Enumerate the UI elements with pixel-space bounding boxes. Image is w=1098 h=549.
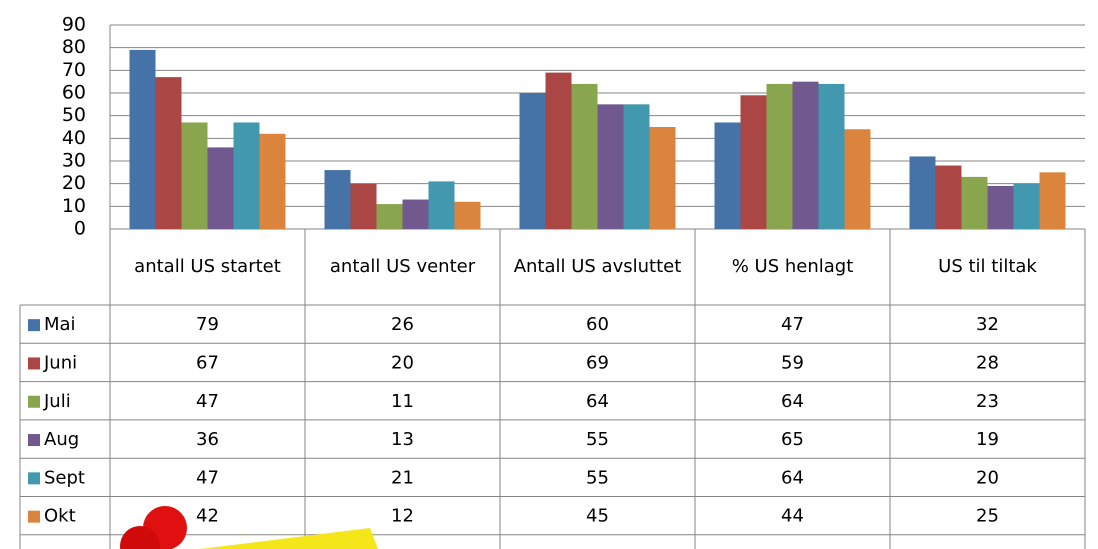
x-tick-label: antall US venter xyxy=(309,229,496,305)
table-value: 64 xyxy=(781,391,804,412)
table-value: 13 xyxy=(391,429,414,450)
bar xyxy=(715,122,741,229)
bar xyxy=(455,202,481,229)
table-value: 11 xyxy=(391,391,414,412)
table-value: 47 xyxy=(196,467,219,488)
bar xyxy=(260,134,286,229)
table-value: 55 xyxy=(586,429,609,450)
category-cell: antall US startet xyxy=(114,229,301,305)
table-value: 19 xyxy=(976,429,999,450)
table-value: 26 xyxy=(391,314,414,335)
bar xyxy=(962,177,988,229)
bar xyxy=(910,156,936,229)
table-value: 20 xyxy=(976,467,999,488)
bar xyxy=(1014,184,1040,229)
table-value: 21 xyxy=(391,467,414,488)
table-value: 42 xyxy=(196,506,219,527)
y-tick-label: 40 xyxy=(62,127,86,149)
table-value: 69 xyxy=(586,352,609,373)
table-value: 67 xyxy=(196,352,219,373)
legend-label: Juli xyxy=(43,391,71,412)
bar xyxy=(1040,172,1066,229)
legend-key xyxy=(28,319,40,331)
bar xyxy=(819,84,845,229)
x-tick-label: antall US startet xyxy=(114,229,301,305)
bar xyxy=(988,186,1014,229)
bar xyxy=(741,95,767,229)
bar xyxy=(845,129,871,229)
table-value: 65 xyxy=(781,429,804,450)
bar xyxy=(429,181,455,229)
bar xyxy=(182,122,208,229)
y-tick-label: 0 xyxy=(74,218,86,240)
y-tick-label: 10 xyxy=(62,195,86,217)
bar xyxy=(234,122,260,229)
table-value: 60 xyxy=(586,314,609,335)
bar xyxy=(403,200,429,229)
y-tick-label: 20 xyxy=(62,172,86,194)
table-value: 45 xyxy=(586,506,609,527)
table-value: 47 xyxy=(781,314,804,335)
y-tick-label: 80 xyxy=(62,36,86,58)
bar xyxy=(793,82,819,229)
bar xyxy=(156,77,182,229)
table-value: 12 xyxy=(391,506,414,527)
bar xyxy=(650,127,676,229)
table-value: 55 xyxy=(586,467,609,488)
table-value: 25 xyxy=(976,506,999,527)
table-value: 36 xyxy=(196,429,219,450)
y-tick-label: 70 xyxy=(62,59,86,81)
bar xyxy=(767,84,793,229)
bar xyxy=(624,104,650,229)
bar xyxy=(208,147,234,229)
table-value: 32 xyxy=(976,314,999,335)
y-tick-label: 60 xyxy=(62,82,86,104)
chart: 0102030405060708090antall US startetanta… xyxy=(0,0,1098,549)
x-tick-label: US til tiltak xyxy=(894,229,1081,305)
legend-key xyxy=(28,396,40,408)
bar xyxy=(130,50,156,229)
y-tick-label: 50 xyxy=(62,104,86,126)
category-cell: Antall US avsluttet xyxy=(504,229,691,305)
legend-key xyxy=(28,434,40,446)
bar xyxy=(377,204,403,229)
table-value: 20 xyxy=(391,352,414,373)
table-value: 47 xyxy=(196,391,219,412)
bar xyxy=(351,184,377,229)
table-value: 44 xyxy=(781,506,804,527)
bar xyxy=(325,170,351,229)
x-tick-label: % US henlagt xyxy=(699,229,886,305)
table-value: 64 xyxy=(586,391,609,412)
y-tick-label: 30 xyxy=(62,150,86,172)
legend-key xyxy=(28,472,40,484)
legend-key xyxy=(28,511,40,523)
category-cell: antall US venter xyxy=(309,229,496,305)
category-cell: US til tiltak xyxy=(894,229,1081,305)
legend-label: Juni xyxy=(43,352,77,373)
y-tick-label: 90 xyxy=(62,14,86,36)
table-value: 23 xyxy=(976,391,999,412)
table-value: 28 xyxy=(976,352,999,373)
bar xyxy=(520,93,546,229)
table-value: 59 xyxy=(781,352,804,373)
bar xyxy=(936,166,962,229)
x-tick-label: Antall US avsluttet xyxy=(504,229,691,305)
legend-label: Sept xyxy=(44,467,85,488)
table-value: 64 xyxy=(781,467,804,488)
legend-label: Mai xyxy=(44,314,76,335)
legend-key xyxy=(28,357,40,369)
bar xyxy=(572,84,598,229)
bar xyxy=(546,73,572,229)
legend-label: Okt xyxy=(44,506,76,527)
legend-label: Aug xyxy=(44,429,79,450)
bar xyxy=(598,104,624,229)
category-cell: % US henlagt xyxy=(699,229,886,305)
table-value: 79 xyxy=(196,314,219,335)
